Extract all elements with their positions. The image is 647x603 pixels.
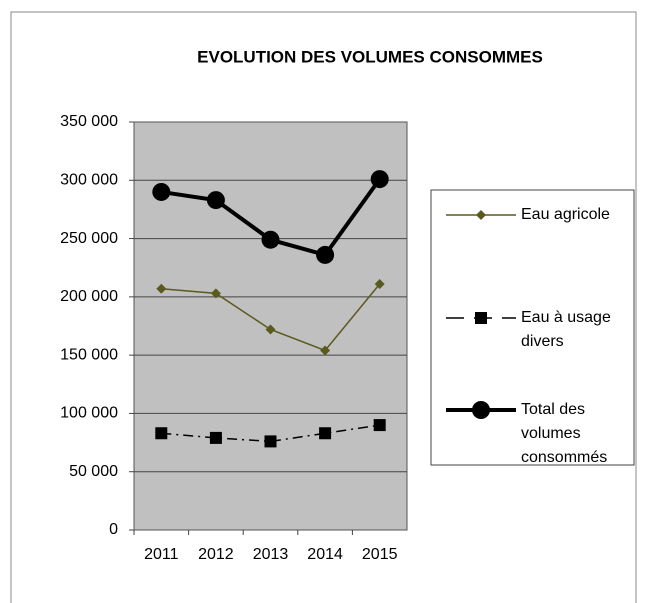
series-marker: [264, 435, 277, 448]
y-tick-label: 250 000: [60, 230, 118, 247]
legend-marker: [476, 210, 486, 220]
y-tick-label: 200 000: [60, 288, 118, 305]
legend-marker: [472, 401, 490, 419]
x-tick-label: 2012: [198, 546, 234, 563]
x-tick-label: 2014: [307, 546, 343, 563]
chart-title: EVOLUTION DES VOLUMES CONSOMMES: [197, 47, 543, 66]
series-marker: [320, 345, 331, 356]
y-tick-label: 300 000: [60, 172, 118, 189]
series-marker: [265, 324, 276, 335]
y-tick-label: 150 000: [60, 346, 118, 363]
series-marker: [374, 279, 385, 290]
series-marker: [261, 230, 280, 249]
series-marker: [152, 182, 171, 201]
series-marker: [206, 191, 225, 210]
x-tick-label: 2011: [144, 546, 179, 563]
y-tick-label: 0: [109, 521, 118, 538]
y-tick-label: 350 000: [60, 113, 118, 130]
legend-label: Eau agricole: [521, 206, 610, 223]
y-tick-label: 100 000: [60, 405, 118, 422]
legend-marker: [475, 312, 487, 324]
x-tick-label: 2015: [362, 546, 398, 563]
series-marker: [209, 431, 222, 444]
series-marker: [370, 170, 389, 189]
series-marker: [210, 288, 221, 299]
series-marker: [156, 283, 167, 294]
series-marker: [316, 245, 335, 264]
series-marker: [319, 427, 332, 440]
series-marker: [155, 427, 168, 440]
series-marker: [373, 419, 386, 432]
series-line: [161, 424, 380, 443]
x-tick-label: 2013: [253, 546, 289, 563]
legend-box: [430, 189, 635, 466]
legend-label: Eau à usage divers: [521, 309, 611, 350]
y-tick-label: 50 000: [69, 463, 118, 480]
legend-label: Total des volumes consommés: [521, 401, 608, 466]
